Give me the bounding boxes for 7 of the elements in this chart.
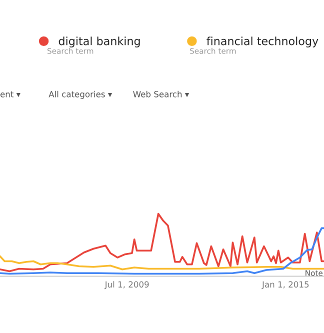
text: ent ▾ <box>0 91 20 98</box>
x-tick-label: Jul 1, 2009 <box>104 281 149 290</box>
x-tick-label: Jan 1, 2015 <box>262 281 309 290</box>
text: Web Search ▾ <box>133 90 190 98</box>
legend-label: financial technology <box>206 36 318 48</box>
legend-label: digital banking <box>58 36 140 48</box>
text: All categories ▾ <box>48 90 112 99</box>
